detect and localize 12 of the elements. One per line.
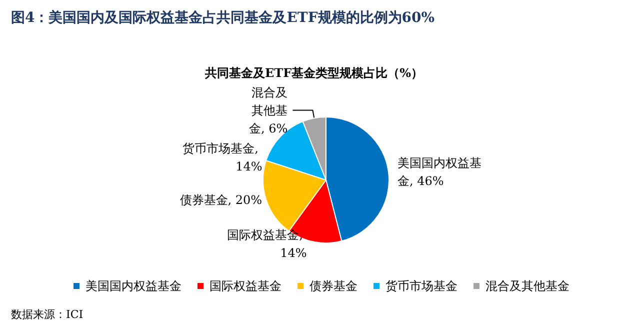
data-label: 货币市场基金, 14%	[182, 141, 262, 174]
chart-subtitle: 共同基金及ETF基金类型规模占比（%）	[204, 66, 423, 80]
data-label: 债券基金, 20%	[180, 193, 262, 208]
legend-label: 货币市场基金	[386, 279, 458, 293]
legend-label: 美国国内权益基金	[86, 279, 182, 293]
legend-label: 国际权益基金	[210, 279, 282, 293]
legend-label: 混合及其他基金	[486, 279, 570, 293]
legend-label: 债券基金	[310, 279, 358, 293]
chart-title: 图4：美国国内及国际权益基金占共同基金及ETF规模的比例为60%	[11, 9, 435, 26]
data-label: 美国国内权益基金, 46%	[397, 156, 482, 188]
data-label: 混合及其他基金, 6%	[249, 85, 288, 136]
source-note: 数据来源：ICI	[11, 308, 84, 321]
